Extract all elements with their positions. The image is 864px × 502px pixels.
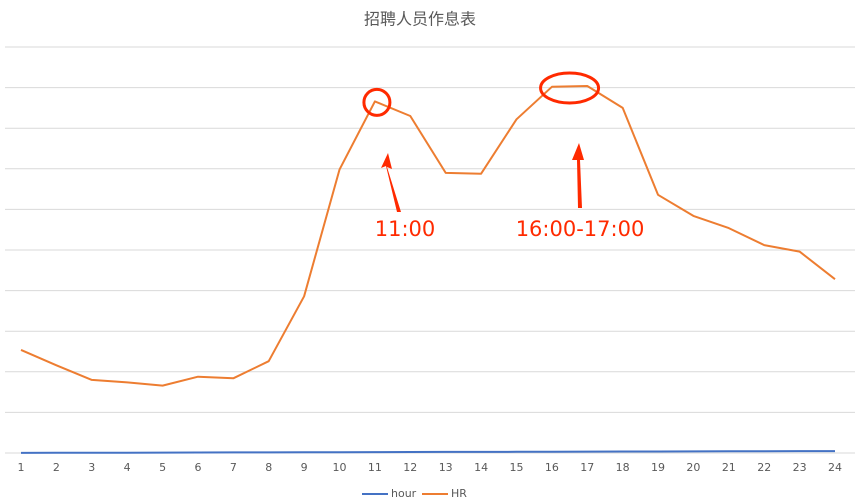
x-tick-label: 1 bbox=[18, 461, 25, 474]
annotation: 16:00-17:00 bbox=[516, 217, 645, 241]
x-tick-label: 24 bbox=[828, 461, 842, 474]
legend-label: hour bbox=[391, 487, 417, 500]
x-tick-label: 8 bbox=[265, 461, 272, 474]
x-tick-label: 12 bbox=[403, 461, 417, 474]
x-tick-label: 10 bbox=[333, 461, 347, 474]
x-tick-label: 18 bbox=[616, 461, 630, 474]
arrow bbox=[572, 143, 584, 208]
x-tick-label: 4 bbox=[124, 461, 131, 474]
highlight-circle bbox=[362, 87, 392, 117]
highlight-circle bbox=[539, 71, 601, 105]
x-tick-label: 21 bbox=[722, 461, 736, 474]
chart-title: 招聘人员作息表 bbox=[364, 10, 476, 29]
x-tick-label: 17 bbox=[580, 461, 594, 474]
x-tick-label: 22 bbox=[757, 461, 771, 474]
x-tick-label: 14 bbox=[474, 461, 488, 474]
x-tick-label: 11 bbox=[368, 461, 382, 474]
x-tick-label: 16 bbox=[545, 461, 559, 474]
x-tick-label: 5 bbox=[159, 461, 166, 474]
x-tick-label: 2 bbox=[53, 461, 60, 474]
line-series bbox=[20, 85, 836, 387]
line-series bbox=[20, 450, 835, 454]
x-tick-label: 3 bbox=[88, 461, 95, 474]
x-tick-label: 20 bbox=[686, 461, 700, 474]
x-tick-label: 13 bbox=[439, 461, 453, 474]
arrow bbox=[381, 153, 401, 212]
legend-label: HR bbox=[451, 487, 467, 500]
x-tick-label: 6 bbox=[194, 461, 201, 474]
x-tick-label: 7 bbox=[230, 461, 237, 474]
x-tick-label: 19 bbox=[651, 461, 665, 474]
x-tick-label: 23 bbox=[793, 461, 807, 474]
x-tick-label: 9 bbox=[301, 461, 308, 474]
x-tick-label: 15 bbox=[509, 461, 523, 474]
annotation: 11:00 bbox=[375, 217, 436, 241]
